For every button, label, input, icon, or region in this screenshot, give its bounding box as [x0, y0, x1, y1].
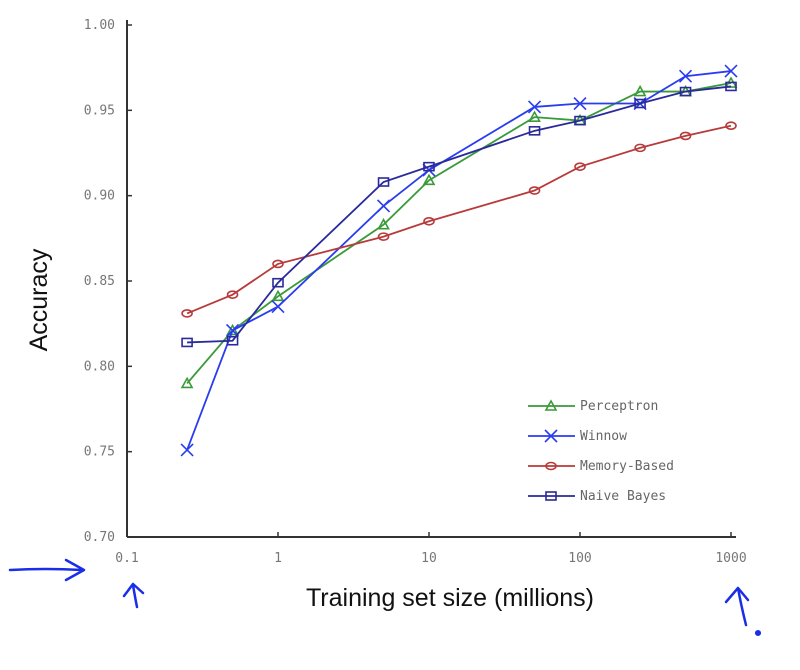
data-point: [272, 277, 284, 288]
series-group: [180, 64, 738, 457]
legend-marker: [544, 429, 558, 443]
data-point: [181, 309, 193, 318]
data-point: [574, 115, 586, 126]
data-point: [528, 186, 541, 195]
y-tick-label: 1.00: [84, 18, 115, 33]
data-point: [180, 376, 194, 389]
x-tick-label: 10: [421, 551, 437, 566]
data-point: [377, 177, 390, 187]
y-tick-label: 0.85: [84, 274, 115, 289]
data-point: [423, 216, 435, 226]
x-tick-label: 1: [274, 551, 282, 566]
dot-annotation: [754, 629, 762, 637]
data-point: [377, 232, 390, 241]
legend-item: Perceptron: [528, 399, 658, 414]
y-tick-label: 0.80: [84, 359, 115, 374]
series-winnow: [180, 64, 738, 457]
legend-label: Winnow: [580, 429, 627, 444]
handwritten-annotations: [8, 558, 762, 637]
data-point: [634, 98, 646, 109]
data-point: [527, 100, 542, 114]
data-point: [725, 121, 737, 130]
legend-label: Memory-Based: [580, 459, 674, 474]
data-point: [422, 173, 436, 186]
legend-item: Winnow: [528, 429, 627, 444]
data-point: [528, 110, 541, 122]
data-point: [181, 337, 193, 348]
data-point: [272, 259, 284, 269]
x-tick-label: 0.1: [115, 551, 138, 566]
y-tick-label: 0.70: [84, 530, 115, 545]
y-tick-label: 0.95: [84, 103, 115, 118]
series-memory-based: [181, 121, 737, 318]
data-point: [679, 131, 692, 141]
data-point: [724, 64, 738, 78]
data-point: [574, 162, 586, 171]
data-point: [271, 289, 285, 302]
legend-label: Perceptron: [580, 399, 658, 414]
data-point: [180, 443, 194, 457]
data-point: [226, 290, 239, 299]
data-point: [271, 300, 285, 314]
x-tick-label: 1000: [715, 551, 746, 566]
legend-marker: [545, 461, 557, 471]
data-point: [377, 218, 390, 230]
y-tick-label: 0.75: [84, 445, 115, 460]
data-point: [633, 84, 647, 97]
y-tick-label: 0.90: [84, 189, 115, 204]
x-tick-label: 100: [568, 551, 591, 566]
series-perceptron: [180, 76, 738, 389]
axes: 0.70 0.75 0.80 0.85 0.90 0.95 1.00 0.1 1 10 100 100…: [84, 18, 747, 566]
legend-item: Memory-Based: [528, 459, 674, 474]
legend-marker: [545, 491, 557, 501]
data-point: [725, 81, 737, 92]
data-point: [423, 161, 435, 172]
data-point: [528, 126, 541, 136]
x-axis-label: Training set size (millions): [306, 584, 594, 612]
legend-marker: [544, 399, 558, 411]
data-point: [376, 199, 391, 213]
legend: Perceptron Winnow Memory-Based Naive Bayes: [528, 399, 674, 504]
data-point: [678, 69, 693, 83]
series-line: [186, 70, 732, 451]
y-axis-label: Accuracy: [25, 248, 53, 351]
data-point: [634, 143, 646, 153]
series-line: [186, 124, 732, 315]
arrow-right-annotation: [8, 558, 86, 582]
legend-item: Naive Bayes: [528, 489, 666, 504]
series-line: [186, 82, 732, 384]
series-line: [187, 85, 732, 344]
legend-label: Naive Bayes: [580, 489, 666, 504]
series-naive-bayes: [181, 81, 737, 348]
arrow-up-annotation-right: [724, 586, 750, 627]
data-point: [573, 96, 587, 111]
data-point: [679, 86, 692, 97]
data-point: [226, 335, 239, 346]
arrow-up-annotation-left: [122, 582, 145, 609]
